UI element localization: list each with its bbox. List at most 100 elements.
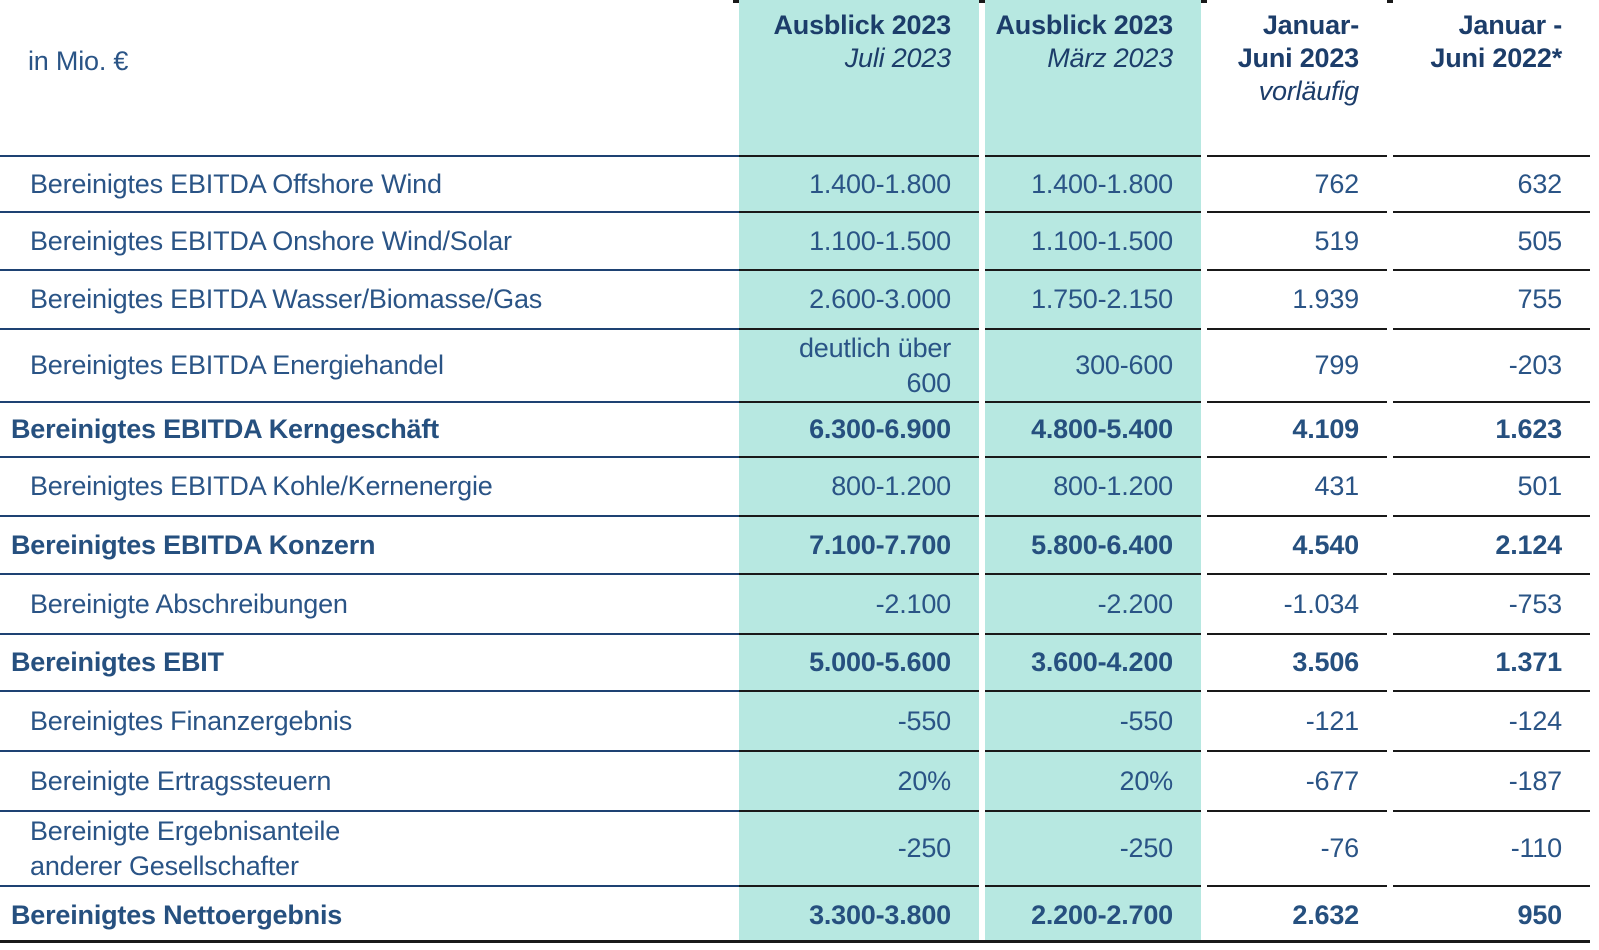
header-title: Ausblick 2023 [773,10,951,40]
cell-jan-jun-2023: 4.540 [1207,517,1387,575]
column-gap [733,271,739,330]
row-label: Bereinigtes EBITDA Energiehandel [0,330,733,403]
column-gap [733,157,739,213]
cell-outlook-july: 6.300-6.900 [739,403,979,458]
row-label: Bereinigtes Nettoergebnis [11,899,343,930]
cell-outlook-march: -550 [985,692,1201,752]
cell-jan-jun-2022: 2.124 [1393,517,1590,575]
column-gap [979,887,985,943]
cell-outlook-march: 2.200-2.700 [985,887,1201,943]
column-gap [1201,752,1207,812]
table-row: Bereinigte Abschreibungen -2.100 -2.200 … [0,575,1599,635]
column-gap [1201,458,1207,517]
column-gap [1387,692,1393,752]
table-row-subtotal: Bereinigtes EBITDA Konzern 7.100-7.700 5… [0,517,1599,575]
column-gap [733,458,739,517]
column-gap [733,692,739,752]
cell-outlook-march: 1.100-1.500 [985,213,1201,271]
cell-jan-jun-2023: 519 [1207,213,1387,271]
column-gap [979,213,985,271]
table-row: Bereinigtes Finanzergebnis -550 -550 -12… [0,692,1599,752]
table-bottom-border [0,940,1590,943]
header-title: Januar-Juni 2023 [1237,10,1359,73]
cell-outlook-march: 800-1.200 [985,458,1201,517]
column-gap [979,403,985,458]
column-gap [733,575,739,635]
column-gap [733,330,739,403]
column-gap [1201,517,1207,575]
row-label: Bereinigtes EBITDA Kohle/Kernenergie [0,458,733,517]
column-gap [1201,812,1207,887]
column-gap [1201,157,1207,213]
cell-outlook-july: 800-1.200 [739,458,979,517]
cell-jan-jun-2022: 1.623 [1393,403,1590,458]
column-gap [1201,692,1207,752]
column-gap [979,271,985,330]
cell-outlook-july: -550 [739,692,979,752]
column-gap [1387,635,1393,692]
header-subtitle: vorläufig [1258,75,1359,106]
cell-jan-jun-2023: 799 [1207,330,1387,403]
column-gap [979,575,985,635]
cell-outlook-july: 1.100-1.500 [739,213,979,271]
column-gap [733,887,739,943]
column-gap [979,0,985,157]
column-gap [1387,752,1393,812]
cell-outlook-july: 7.100-7.700 [739,517,979,575]
cell-outlook-march: 4.800-5.400 [985,403,1201,458]
column-gap [733,752,739,812]
header-subtitle: Juli 2023 [844,42,951,73]
column-gap [1387,887,1393,943]
cell-jan-jun-2022: 1.371 [1393,635,1590,692]
column-gap [979,517,985,575]
row-label: Bereinigtes EBITDA Onshore Wind/Solar [0,213,733,271]
column-gap [1201,330,1207,403]
cell-outlook-july: deutlich über 600 [739,330,979,403]
row-label: Bereinigtes EBITDA Kerngeschäft [0,403,733,458]
column-gap [1201,635,1207,692]
cell-jan-jun-2023: -76 [1207,812,1387,887]
cell-outlook-march: -2.200 [985,575,1201,635]
column-gap [733,0,739,157]
column-gap [1387,271,1393,330]
column-gap [733,403,739,458]
header-outlook-july-2023: Ausblick 2023 Juli 2023 [739,0,979,157]
cell-jan-jun-2022: -124 [1393,692,1590,752]
table-header-row: in Mio. € Ausblick 2023 Juli 2023 Ausbli… [0,0,1599,157]
column-gap [979,157,985,213]
header-outlook-march-2023: Ausblick 2023 März 2023 [985,0,1201,157]
cell-outlook-march: 1.400-1.800 [985,157,1201,213]
cell-outlook-july: 2.600-3.000 [739,271,979,330]
table-row: Bereinigte Ergebnisanteile anderer Gesel… [0,812,1599,887]
cell-outlook-march: 20% [985,752,1201,812]
table-row: Bereinigtes EBITDA Kohle/Kernenergie 800… [0,458,1599,517]
cell-jan-jun-2022: 505 [1393,213,1590,271]
column-gap [733,517,739,575]
column-gap [733,213,739,271]
column-gap [733,812,739,887]
column-gap [1387,330,1393,403]
cell-outlook-july: 3.300-3.800 [739,887,979,943]
cell-jan-jun-2023: 431 [1207,458,1387,517]
table-row-subtotal: Bereinigtes Nettoergebnis 3.300-3.800 2.… [0,887,1599,943]
header-title: Ausblick 2023 [995,10,1173,40]
table-row: Bereinigtes EBITDA Wasser/Biomasse/Gas 2… [0,271,1599,330]
table-row: Bereinigtes EBITDA Offshore Wind 1.400-1… [0,157,1599,213]
cell-jan-jun-2023: 4.109 [1207,403,1387,458]
cell-jan-jun-2023: -121 [1207,692,1387,752]
header-title: Januar - Juni 2022* [1430,10,1562,73]
column-gap [1201,403,1207,458]
column-gap [979,752,985,812]
cell-outlook-march: 300-600 [985,330,1201,403]
cell-outlook-july: 1.400-1.800 [739,157,979,213]
cell-jan-jun-2022: -753 [1393,575,1590,635]
column-gap [1387,812,1393,887]
cell-outlook-march: 5.800-6.400 [985,517,1201,575]
cell-outlook-march: 3.600-4.200 [985,635,1201,692]
cell-jan-jun-2022: 755 [1393,271,1590,330]
column-gap [733,635,739,692]
cell-jan-jun-2023: 2.632 [1292,899,1359,930]
column-gap [1387,403,1393,458]
header-jan-jun-2023: Januar-Juni 2023 vorläufig [1207,0,1387,157]
